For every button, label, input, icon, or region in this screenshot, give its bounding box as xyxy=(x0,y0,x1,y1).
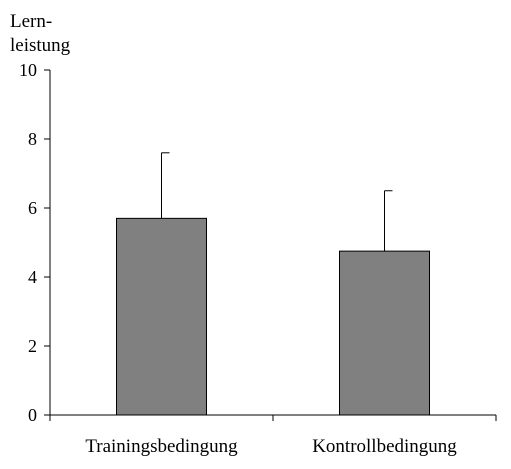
y-tick-label: 8 xyxy=(28,129,37,149)
x-category-label: Trainingsbedingung xyxy=(85,436,238,457)
x-category-label: Kontrollbedingung xyxy=(312,436,457,457)
bar xyxy=(116,217,207,416)
y-axis-label-line-2: leistung xyxy=(10,35,71,56)
plot-area: 0 2 4 6 8 10 Trainingsbedingung Kontrollbedingu… xyxy=(19,60,497,457)
y-tick-label: 2 xyxy=(28,336,37,356)
y-tick-label: 10 xyxy=(19,60,37,80)
y-axis-label-line-1: Lern- xyxy=(10,11,52,32)
y-tick-label: 0 xyxy=(28,405,37,425)
y-tick-label: 6 xyxy=(28,198,37,218)
y-tick-label: 4 xyxy=(28,267,37,287)
bar xyxy=(339,250,430,416)
